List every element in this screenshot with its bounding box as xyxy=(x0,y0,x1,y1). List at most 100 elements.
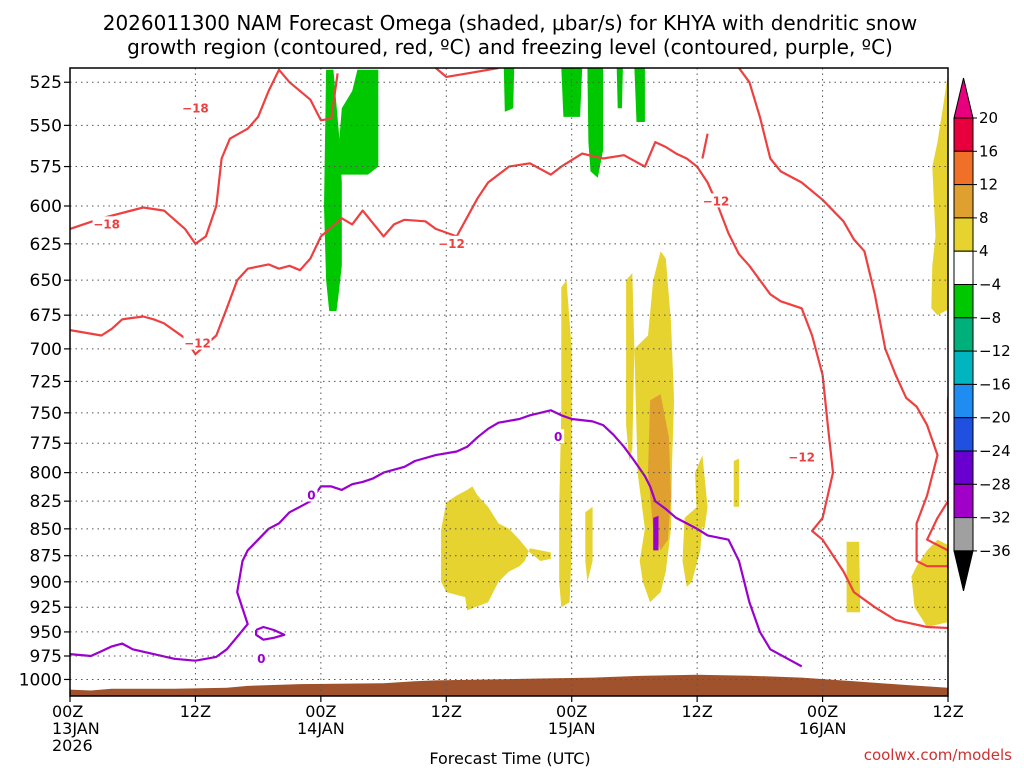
y-tick-label: 850 xyxy=(30,520,62,540)
contour-label: −12 xyxy=(788,450,815,464)
y-tick-label: 600 xyxy=(30,197,62,217)
y-tick-label: 900 xyxy=(30,573,62,593)
contour-label-bg xyxy=(181,100,210,115)
colorbar-swatch xyxy=(953,383,974,419)
colorbar-label: 16 xyxy=(979,142,998,160)
colorbar-label: 8 xyxy=(979,209,989,227)
omega-shade-region xyxy=(634,68,645,122)
colorbar-swatch xyxy=(953,250,974,285)
omega-shade-region xyxy=(682,506,703,587)
colorbar-swatch xyxy=(953,517,974,552)
chart-title-line2: growth region (contoured, red, ºC) and f… xyxy=(127,35,893,59)
dgz-temperature-contour xyxy=(701,133,709,159)
y-tick-label: 725 xyxy=(30,372,62,392)
colorbar-swatch xyxy=(953,417,974,452)
contour-label: −12 xyxy=(703,194,730,208)
freezing-level-contour xyxy=(255,625,286,641)
terrain-ground xyxy=(70,674,948,696)
colorbar-label: −24 xyxy=(979,442,1011,460)
contour-label: 0 xyxy=(307,489,315,503)
dgz-temperature-contour xyxy=(738,68,948,568)
x-tick-label-year: 2026 xyxy=(52,736,93,755)
omega-shade-region xyxy=(653,515,659,551)
x-tick-label-time: 00Z xyxy=(305,702,336,721)
y-tick-label: 925 xyxy=(30,598,62,618)
y-tick-label: 950 xyxy=(30,623,62,643)
x-tick-label-time: 12Z xyxy=(431,702,462,721)
colorbar-label: 4 xyxy=(979,242,989,260)
y-tick-label: 525 xyxy=(30,73,62,93)
x-tick-label-date: 16JAN xyxy=(799,719,847,738)
contour-label: 0 xyxy=(257,652,265,666)
contour-label-bg xyxy=(787,449,816,464)
x-tick-label-time: 12Z xyxy=(681,702,712,721)
omega-shade-region xyxy=(616,68,623,109)
colorbar-label: −16 xyxy=(979,375,1011,393)
x-tick-label-date: 15JAN xyxy=(548,719,596,738)
x-tick-label-date: 14JAN xyxy=(297,719,345,738)
contour-label: −12 xyxy=(184,337,211,351)
y-tick-label: 875 xyxy=(30,547,62,567)
colorbar-label: −28 xyxy=(979,475,1011,493)
omega-shade-region xyxy=(561,68,583,117)
credit-text: coolwx.com/models xyxy=(864,746,1012,764)
contour-label: 0 xyxy=(554,430,562,444)
x-tick-label-time: 00Z xyxy=(807,702,838,721)
colorbar-swatch xyxy=(953,217,974,252)
contour-label-bg xyxy=(305,487,318,502)
contour-label-bg xyxy=(437,235,466,250)
grid-lines xyxy=(69,67,949,697)
contour-label: −18 xyxy=(182,101,209,115)
omega-shade-region xyxy=(324,69,342,311)
colorbar-label: −4 xyxy=(979,276,1001,294)
dgz-temperature-contour xyxy=(435,68,499,79)
y-tick-label: 775 xyxy=(30,434,62,454)
colorbar-swatch xyxy=(953,450,974,485)
chart-title-line1: 2026011300 NAM Forecast Omega (shaded, μ… xyxy=(103,11,918,35)
colorbar-label: −8 xyxy=(979,309,1001,327)
contour-label-bg xyxy=(183,335,212,350)
y-tick-label: 550 xyxy=(30,116,62,136)
y-tick-label: 700 xyxy=(30,340,62,360)
omega-shade-region xyxy=(931,73,948,316)
contour-label-bg xyxy=(255,650,268,665)
y-tick-label: 575 xyxy=(30,158,62,178)
colorbar-label: −20 xyxy=(979,409,1011,427)
colorbar-label: −36 xyxy=(979,542,1011,560)
colorbar-swatch xyxy=(953,184,974,219)
y-axis-labels: 525 550 575 600 625 650 675 700 725 750 775 800 825 8… xyxy=(19,73,70,690)
omega-shade-region xyxy=(441,486,551,611)
omega-shade-region xyxy=(336,69,379,175)
omega-shade-region xyxy=(695,455,708,529)
y-tick-label: 750 xyxy=(30,404,62,424)
x-tick-label-date: 13JAN xyxy=(52,719,100,738)
omega-shade-region xyxy=(733,458,739,507)
omega-shade-region xyxy=(846,541,861,613)
colorbar: 20 16 12 8 4 −4 −8 −12 −16 −20 −24 −28 −32 −36 xyxy=(953,77,1011,592)
contour-label-bg xyxy=(92,216,121,231)
y-tick-label: 825 xyxy=(30,492,62,512)
omega-shade-region xyxy=(503,68,515,112)
colorbar-top-arrow xyxy=(953,77,974,119)
colorbar-swatch xyxy=(953,150,974,186)
contour-label: −18 xyxy=(93,217,120,231)
x-tick-label-time: 00Z xyxy=(52,702,83,721)
contour-label: −12 xyxy=(438,237,465,251)
colorbar-swatch xyxy=(953,350,974,385)
x-tick-label-time: 00Z xyxy=(556,702,587,721)
y-tick-label: 650 xyxy=(30,271,62,291)
plot-frame xyxy=(69,67,949,697)
y-tick-label: 675 xyxy=(30,306,62,326)
x-tick-label-time: 12Z xyxy=(932,702,963,721)
contour-label-bg xyxy=(701,193,730,208)
omega-shade-region xyxy=(587,68,604,178)
y-tick-label: 625 xyxy=(30,235,62,255)
omega-shade-region xyxy=(911,539,948,627)
contour-label-bg xyxy=(552,429,565,444)
colorbar-label: −12 xyxy=(979,342,1011,360)
dgz-temperature-contour xyxy=(70,68,339,245)
colorbar-bottom-arrow xyxy=(953,550,974,592)
